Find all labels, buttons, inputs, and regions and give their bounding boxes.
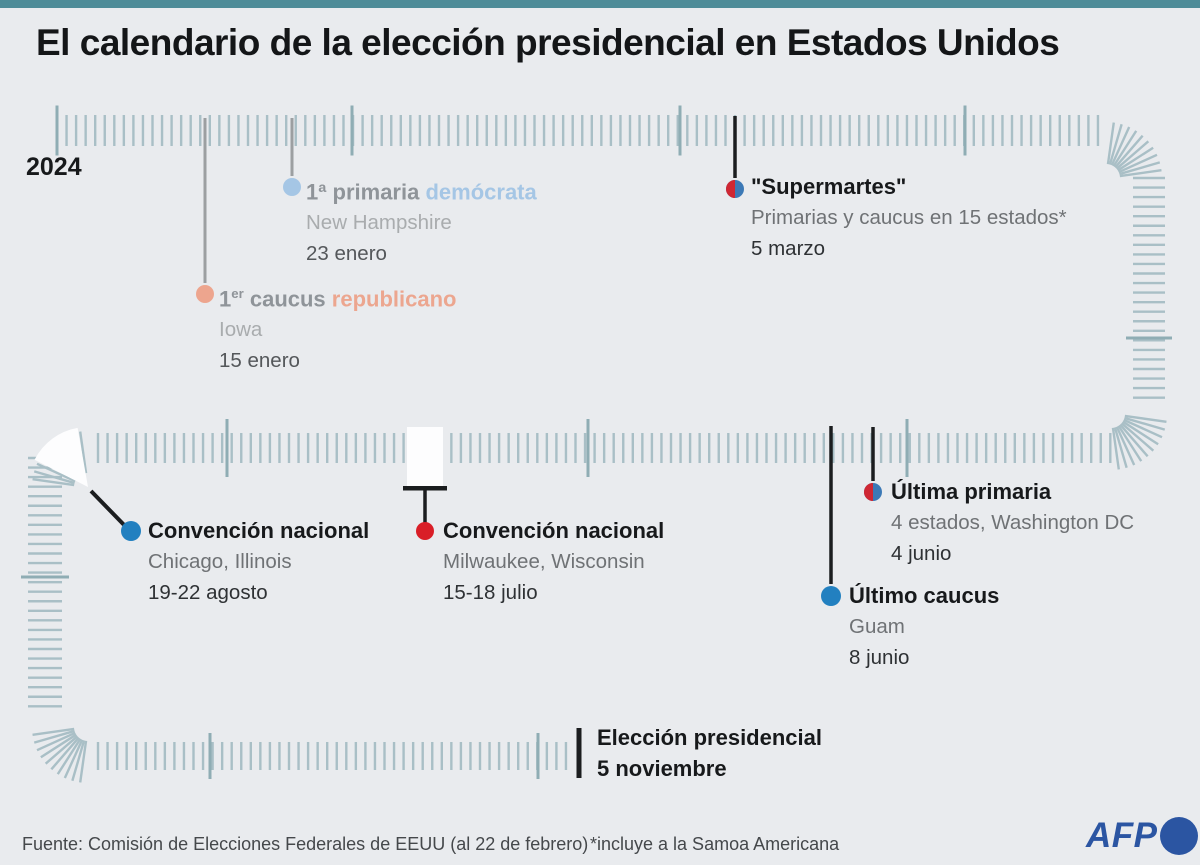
event-title: Último caucus xyxy=(849,583,1000,608)
event-super-tuesday: "Supermartes" Primarias y caucus en 15 e… xyxy=(751,171,1067,265)
afp-globe-icon xyxy=(1159,817,1198,855)
afp-logo-text: AFP xyxy=(1086,816,1158,855)
event-title: Convención nacional xyxy=(443,518,665,543)
event-date: 5 noviembre xyxy=(597,756,727,781)
event-last-caucus: Último caucus Guam 8 junio xyxy=(849,580,999,674)
event-date: 15 enero xyxy=(219,349,300,373)
event-last-primary: Última primaria 4 estados, Washington DC… xyxy=(891,476,1134,570)
event-presidential-election: Elección presidencial 5 noviembre xyxy=(597,722,822,784)
event-location: Milwaukee, Wisconsin xyxy=(443,550,645,573)
event-title: 1ª primaria demócrata xyxy=(306,179,537,205)
source-credit: Fuente: Comisión de Elecciones Federales… xyxy=(22,834,589,854)
event-date: 4 junio xyxy=(891,542,952,565)
event-date: 23 enero xyxy=(306,242,387,266)
event-date: 19-22 agosto xyxy=(148,581,268,604)
afp-logo: AFP xyxy=(1086,816,1198,856)
event-title: "Supermartes" xyxy=(751,174,907,199)
party-word-republican: republicano xyxy=(331,286,457,312)
page-title: El calendario de la elección presidencia… xyxy=(36,22,1060,63)
event-title: 1er caucus republicano xyxy=(219,286,457,312)
event-date: 15-18 julio xyxy=(443,581,538,604)
event-date: 5 marzo xyxy=(751,237,826,260)
year-label: 2024 xyxy=(26,153,82,181)
event-republican-convention: Convención nacional Milwaukee, Wisconsin… xyxy=(443,515,664,609)
event-title: Última primaria xyxy=(891,479,1052,504)
date-range-markers xyxy=(34,427,447,491)
event-title: Elección presidencial xyxy=(597,725,822,750)
event-location: 4 estados, Washington DC xyxy=(891,511,1135,534)
event-first-republican-caucus: 1er caucus republicano Iowa 15 enero xyxy=(219,278,456,377)
event-democratic-convention: Convención nacional Chicago, Illinois 19… xyxy=(148,515,369,609)
event-location: Primarias y caucus en 15 estados* xyxy=(751,206,1067,229)
event-location: Iowa xyxy=(219,318,263,342)
event-title: Convención nacional xyxy=(148,518,370,543)
event-location: Guam xyxy=(849,615,905,638)
footnote-samoa: *incluye a la Samoa Americana xyxy=(590,834,840,854)
event-dots xyxy=(121,178,882,606)
top-accent-bar xyxy=(0,0,1200,8)
ruler-ticks xyxy=(21,105,1172,779)
event-connector-lines xyxy=(89,116,875,778)
party-word-democrat: demócrata xyxy=(425,179,537,205)
event-location: Chicago, Illinois xyxy=(148,550,292,573)
event-date: 8 junio xyxy=(849,646,910,669)
event-location: New Hampshire xyxy=(306,211,452,235)
event-first-democratic-primary: 1ª primaria demócrata New Hampshire 23 e… xyxy=(306,171,537,270)
